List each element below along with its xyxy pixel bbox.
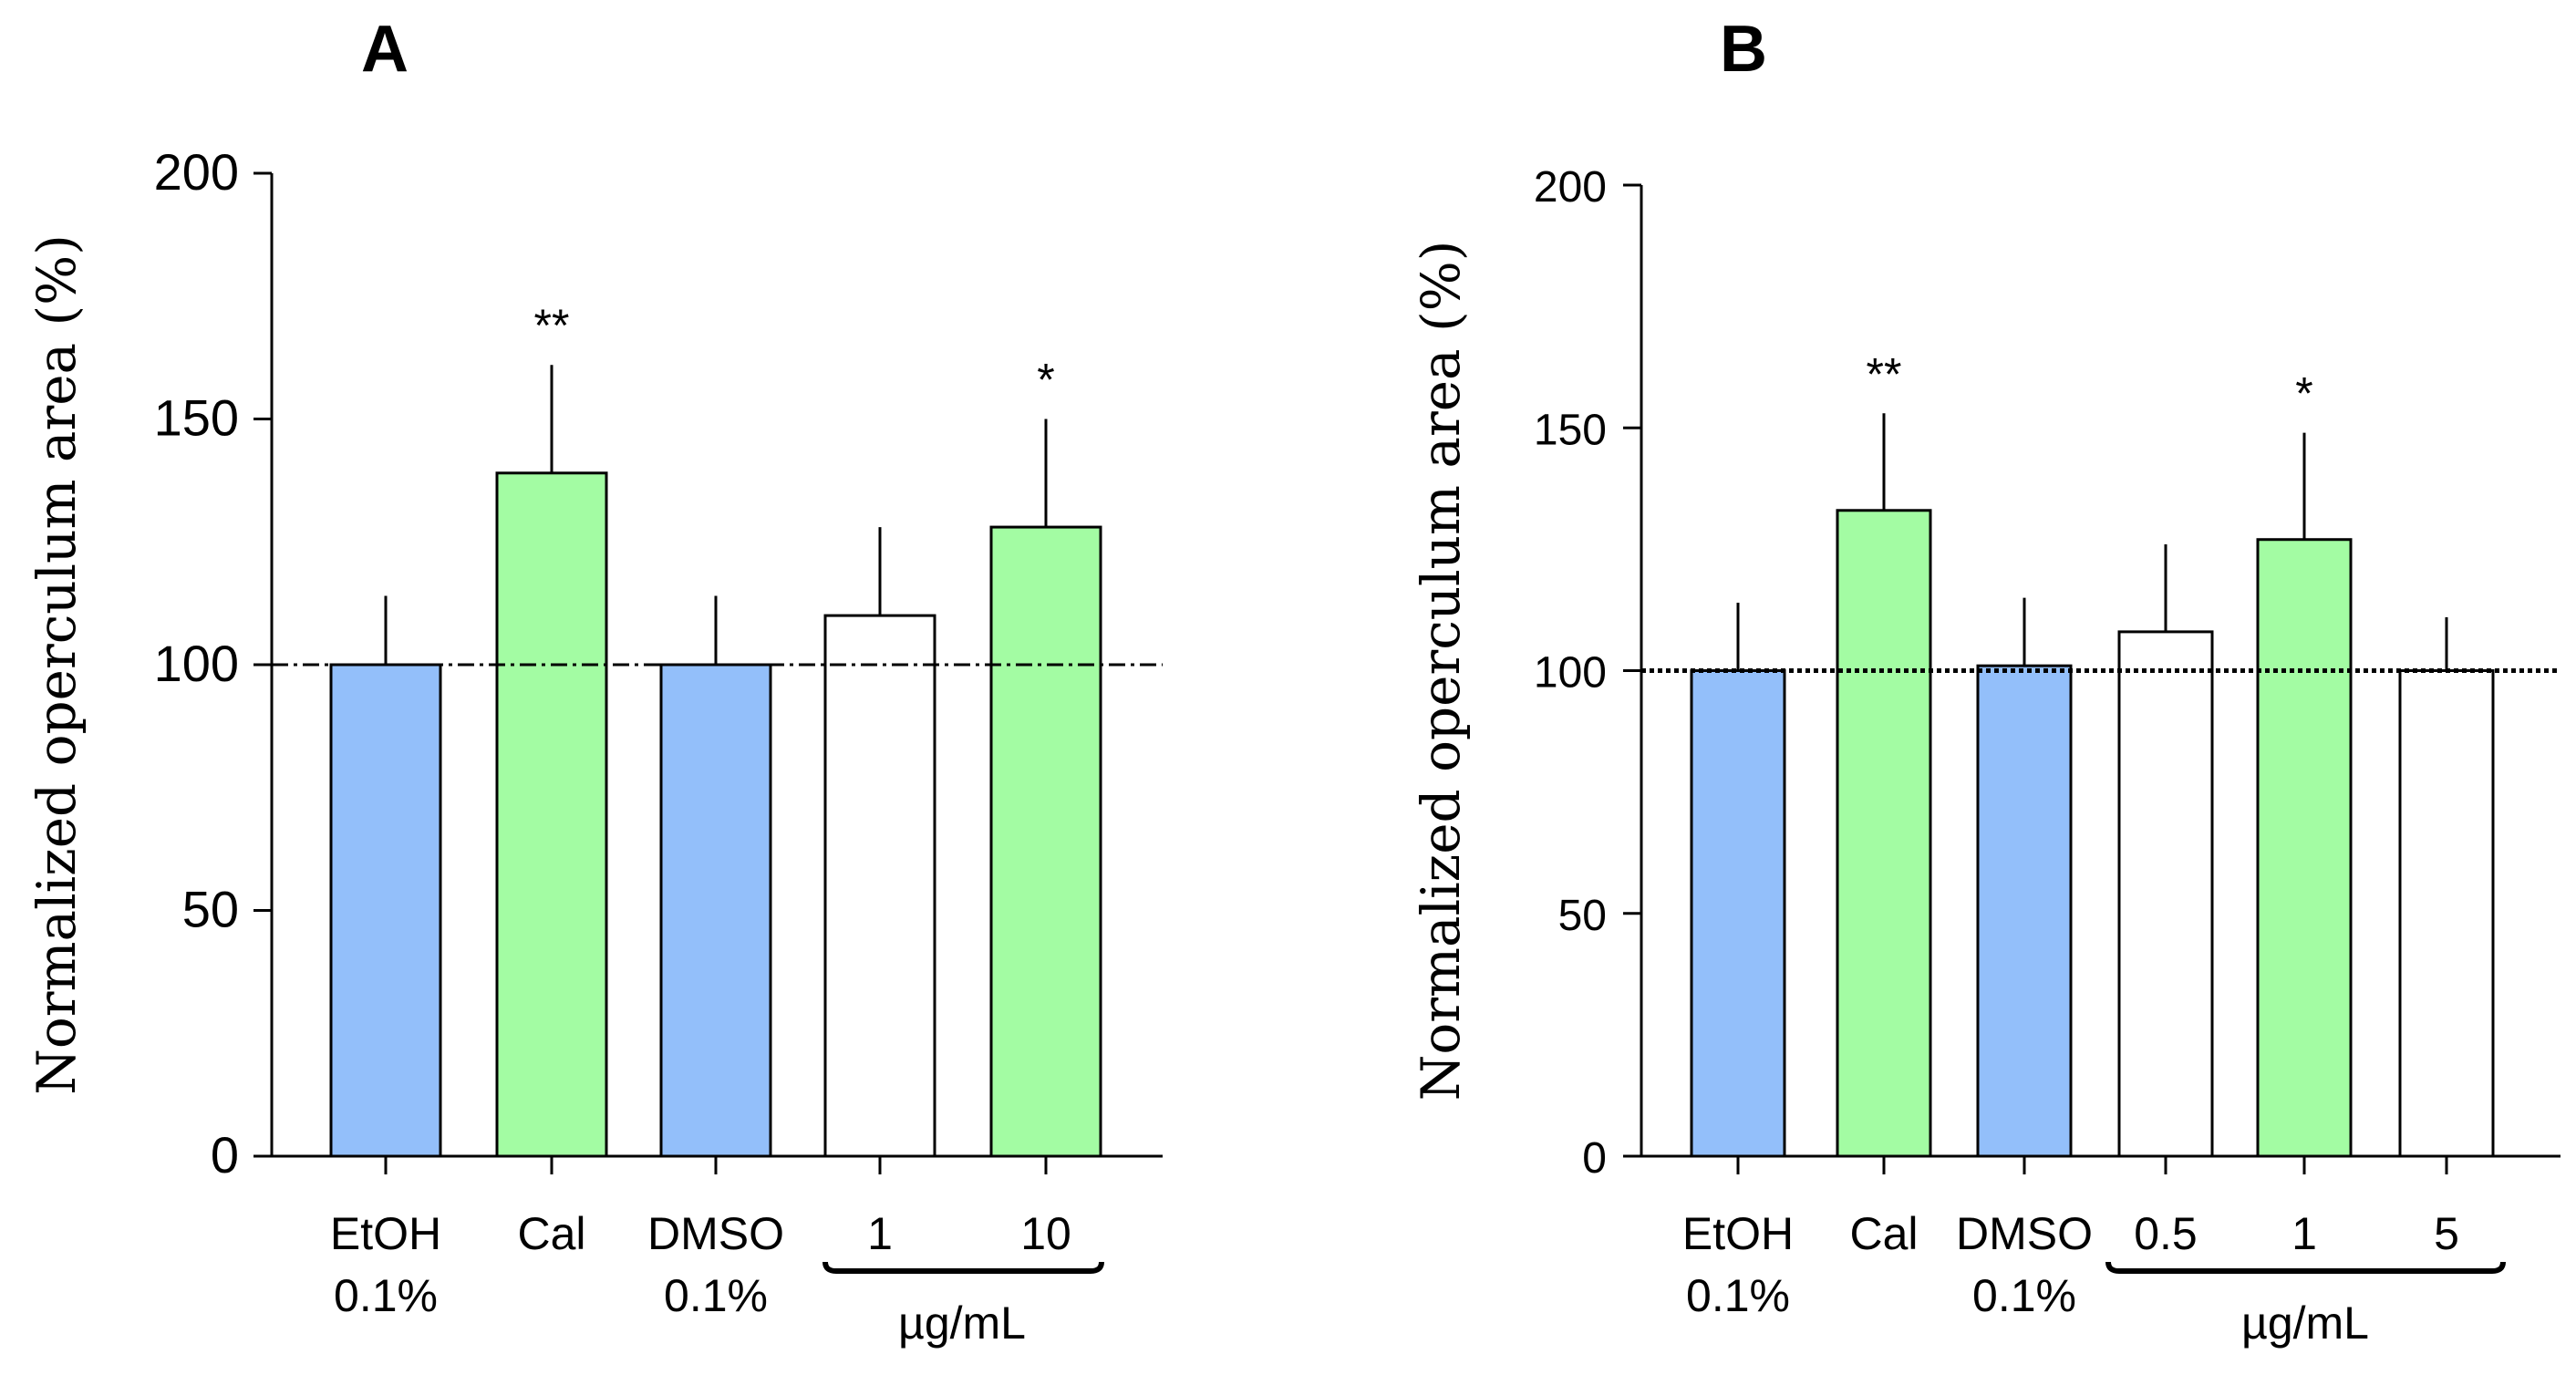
y-tick-label: 100	[1534, 649, 1607, 698]
x-tick-label: EtOH	[330, 1208, 441, 1259]
x-tick-sublabel: 0.1%	[1686, 1270, 1790, 1321]
bar	[1836, 509, 1932, 1158]
y-tick-label: 0	[1582, 1134, 1607, 1183]
bar	[2256, 538, 2353, 1158]
group-bracket	[822, 1261, 1104, 1274]
x-tick-label: DMSO	[647, 1208, 784, 1259]
bar	[823, 614, 936, 1158]
y-axis-label: Normalized operculum area (%)	[1410, 241, 1472, 1101]
significance-mark: *	[1037, 355, 1054, 406]
group-label: µg/mL	[898, 1297, 1026, 1349]
x-tick-sublabel: 0.1%	[1972, 1270, 2076, 1321]
x-tick-label: 0.5	[2134, 1208, 2198, 1259]
x-tick-sublabel: 0.1%	[664, 1270, 768, 1321]
y-tick-label: 100	[154, 635, 239, 692]
x-tick-sublabel: 0.1%	[334, 1270, 438, 1321]
bar	[1976, 664, 2073, 1158]
x-tick-label: 5	[2434, 1208, 2459, 1259]
y-tick-label: 50	[182, 881, 239, 938]
y-tick-label: 150	[154, 389, 239, 447]
x-tick-label: 1	[867, 1208, 893, 1259]
panel-b: B Normalized operculum area (%) 0 50 100 150 2…	[1410, 13, 2560, 1349]
x-tick-label: DMSO	[1956, 1208, 2093, 1259]
significance-mark: **	[534, 300, 570, 351]
panel-title: A	[361, 13, 409, 86]
x-tick-label: EtOH	[1682, 1208, 1794, 1259]
x-tick-label: Cal	[1849, 1208, 1918, 1259]
panel-a: A Normalized operculum area (%) 0 50 100 150 2…	[26, 13, 1163, 1349]
bar	[495, 471, 608, 1158]
significance-mark: **	[1867, 348, 1902, 399]
x-tick-label: 1	[2292, 1208, 2317, 1259]
bar	[989, 525, 1102, 1158]
significance-mark: *	[2295, 368, 2312, 419]
y-tick-label: 50	[1558, 892, 1607, 940]
y-tick-label: 0	[211, 1126, 239, 1184]
y-tick-label: 200	[154, 143, 239, 201]
y-axis-label: Normalized operculum area (%)	[26, 234, 88, 1095]
bar	[329, 663, 442, 1158]
bar	[1690, 669, 1786, 1158]
group-bracket	[2105, 1261, 2506, 1274]
bar	[659, 663, 772, 1158]
x-tick-label: 10	[1020, 1208, 1071, 1259]
panel-title: B	[1720, 13, 1767, 86]
bar	[2117, 630, 2214, 1158]
bar	[2398, 669, 2495, 1158]
y-tick-label: 200	[1534, 163, 1607, 212]
group-label: µg/mL	[2241, 1297, 2369, 1349]
x-tick-label: Cal	[517, 1208, 585, 1259]
y-tick-label: 150	[1534, 406, 1607, 454]
